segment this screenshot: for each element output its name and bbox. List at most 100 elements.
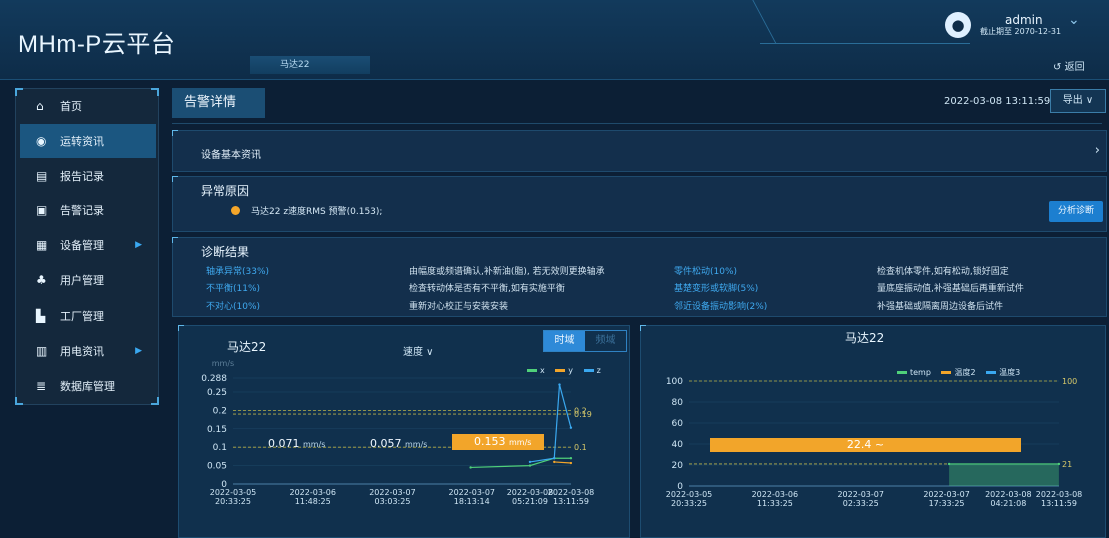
threshold-label: 0.19 — [574, 410, 592, 419]
sidebar-item-label: 首页 — [60, 100, 82, 113]
diagnosis-name[interactable]: 轴承异常(33%) — [206, 267, 270, 277]
factory-icon: ▙ — [36, 309, 46, 323]
data-point-z — [553, 457, 556, 460]
reading-y: 0.057 mm/s — [370, 437, 427, 450]
back-label: 返回 — [1064, 62, 1085, 73]
corner-decoration — [151, 88, 159, 96]
temperature-chart-panel: 马达22 temp 温度2 温度3 0 20 40 60 80 100 2022-03-05… — [640, 325, 1106, 538]
legend-label[interactable]: 温度2 — [954, 368, 976, 377]
app-title: MHm-P云平台 — [18, 31, 176, 58]
tab-time-domain[interactable]: 时域 — [544, 331, 585, 351]
analyze-button[interactable]: 分析诊断 — [1049, 201, 1103, 222]
corner-decoration — [178, 325, 184, 331]
sidebar-item-devices[interactable]: ▦ 设备管理 ▶ — [20, 228, 156, 262]
diagnosis-name[interactable]: 不平衡(11%) — [206, 284, 261, 294]
x-tick-label: 2022-03-07 — [449, 488, 496, 497]
sidebar-item-database[interactable]: ≣ 数据库管理 — [20, 369, 156, 403]
sidebar-item-factory[interactable]: ▙ 工厂管理 — [20, 299, 156, 333]
user-name[interactable]: admin — [1005, 13, 1043, 27]
diagnosis-name[interactable]: 不对心(10%) — [206, 302, 261, 312]
y-tick-label: 0.288 — [201, 374, 227, 384]
header-divider — [172, 123, 1102, 124]
x-tick-label: 13:11:59 — [1041, 499, 1077, 508]
reading-z-alert: 0.153 mm/s — [452, 434, 544, 450]
x-tick-label: 2022-03-05 — [666, 490, 713, 499]
y-tick-label: 80 — [672, 398, 684, 408]
x-tick-label: 17:33:25 — [929, 499, 965, 508]
legend-swatch — [527, 369, 537, 372]
diagnosis-name[interactable]: 基楚变形或软脚(5%) — [674, 284, 759, 294]
data-point-z — [569, 426, 573, 429]
y-tick-label: 0 — [677, 482, 683, 492]
legend-label[interactable]: z — [596, 366, 601, 375]
sidebar-item-reports[interactable]: ▤ 报告记录 — [20, 159, 156, 193]
legend-label[interactable]: x — [540, 366, 545, 375]
home-icon: ⌂ — [36, 99, 44, 113]
export-button[interactable]: 导出 ∨ — [1050, 89, 1106, 113]
sidebar-item-operations[interactable]: ◉ 运转资讯 — [20, 124, 156, 158]
basic-info-panel[interactable]: 设备基本资讯 › — [172, 130, 1107, 172]
sidebar-item-home[interactable]: ⌂ 首页 — [20, 89, 156, 123]
diagnosis-name[interactable]: 零件松动(10%) — [674, 267, 738, 277]
data-point-temp — [947, 462, 951, 466]
x-tick-label: 03:03:25 — [375, 497, 411, 506]
data-point-x — [469, 466, 472, 469]
threshold-label: 0.2 — [574, 406, 587, 415]
x-tick-label: 2022-03-08 — [985, 490, 1032, 499]
basic-info-label: 设备基本资讯 — [201, 150, 261, 161]
vibration-chart-panel: 马达22 速度 ∨ 时域 频域 x y z mm/s 0 0.05 0.1 0.15 0.… — [178, 325, 630, 538]
x-tick-label: 2022-03-07 — [837, 490, 884, 499]
x-tick-label: 2022-03-08 — [1036, 490, 1083, 499]
chart-title: 马达22 — [845, 331, 885, 345]
page-title: 告警详情 — [172, 88, 265, 118]
chevron-down-icon[interactable]: ⌄ — [1068, 12, 1080, 28]
legend-label[interactable]: temp — [910, 368, 931, 377]
x-tick-label: 2022-03-07 — [923, 490, 970, 499]
x-tick-label: 2022-03-07 — [369, 488, 416, 497]
device-tab[interactable]: 马达22 — [250, 56, 370, 74]
reading-unit: mm/s — [303, 440, 326, 449]
power-icon: ▥ — [36, 344, 48, 358]
legend-label[interactable]: y — [568, 366, 574, 375]
corner-decoration — [640, 325, 646, 331]
data-point-x — [528, 464, 532, 467]
data-point-z — [528, 460, 532, 464]
diagnosis-name[interactable]: 邻近设备振动影响(2%) — [674, 302, 768, 312]
measure-select[interactable]: 速度 ∨ — [403, 347, 434, 358]
series-area — [949, 463, 1059, 486]
tab-frequency-domain[interactable]: 频域 — [595, 335, 616, 346]
diagnosis-title: 诊断结果 — [201, 245, 250, 259]
chart-title: 马达22 — [227, 340, 267, 354]
database-icon: ≣ — [36, 379, 47, 393]
cause-title: 异常原因 — [201, 184, 250, 198]
legend-swatch — [897, 371, 907, 374]
legend-label[interactable]: 温度3 — [999, 368, 1021, 377]
threshold-label: 21 — [1062, 460, 1072, 469]
user-avatar-icon[interactable]: ● — [945, 12, 971, 38]
back-button[interactable]: ↺ 返回 — [1053, 58, 1085, 73]
y-tick-label: 0.25 — [207, 388, 227, 398]
corner-decoration — [172, 176, 178, 182]
sidebar-item-alarms[interactable]: ▣ 告警记录 — [20, 193, 156, 227]
series-line-x — [470, 457, 571, 469]
x-tick-label: 2022-03-08 — [548, 488, 595, 497]
threshold-label: 100 — [1062, 377, 1077, 386]
y-axis-unit: mm/s — [212, 359, 234, 368]
chevron-right-icon[interactable]: › — [1094, 143, 1100, 158]
user-expiry: 截止期至 2070-12-31 — [980, 27, 1062, 36]
x-tick-label: 18:13:14 — [454, 497, 490, 506]
y-tick-label: 40 — [672, 440, 684, 450]
diagnosis-panel: 诊断结果 轴承异常(33%) 由幅度或频谱确认,补新油(脂), 若无效则更换轴承… — [172, 237, 1107, 317]
data-point-temp — [1057, 462, 1061, 466]
diagnosis-desc: 重新对心校正与安装安装 — [409, 302, 509, 312]
temperature-readout: 22.4 ~ — [710, 438, 1021, 452]
x-tick-label: 04:21:08 — [990, 499, 1026, 508]
back-arrow-icon: ↺ — [1053, 62, 1062, 73]
sidebar-item-users[interactable]: ♣ 用户管理 — [20, 263, 156, 297]
x-tick-label: 11:33:25 — [757, 499, 793, 508]
sidebar-item-power[interactable]: ▥ 用电资讯 ▶ — [20, 334, 156, 368]
sidebar-item-label: 用电资讯 — [60, 345, 104, 358]
current-datetime: 2022-03-08 13:11:59 — [944, 96, 1051, 107]
threshold-label: 0.1 — [574, 443, 587, 452]
x-tick-label: 02:33:25 — [843, 499, 879, 508]
